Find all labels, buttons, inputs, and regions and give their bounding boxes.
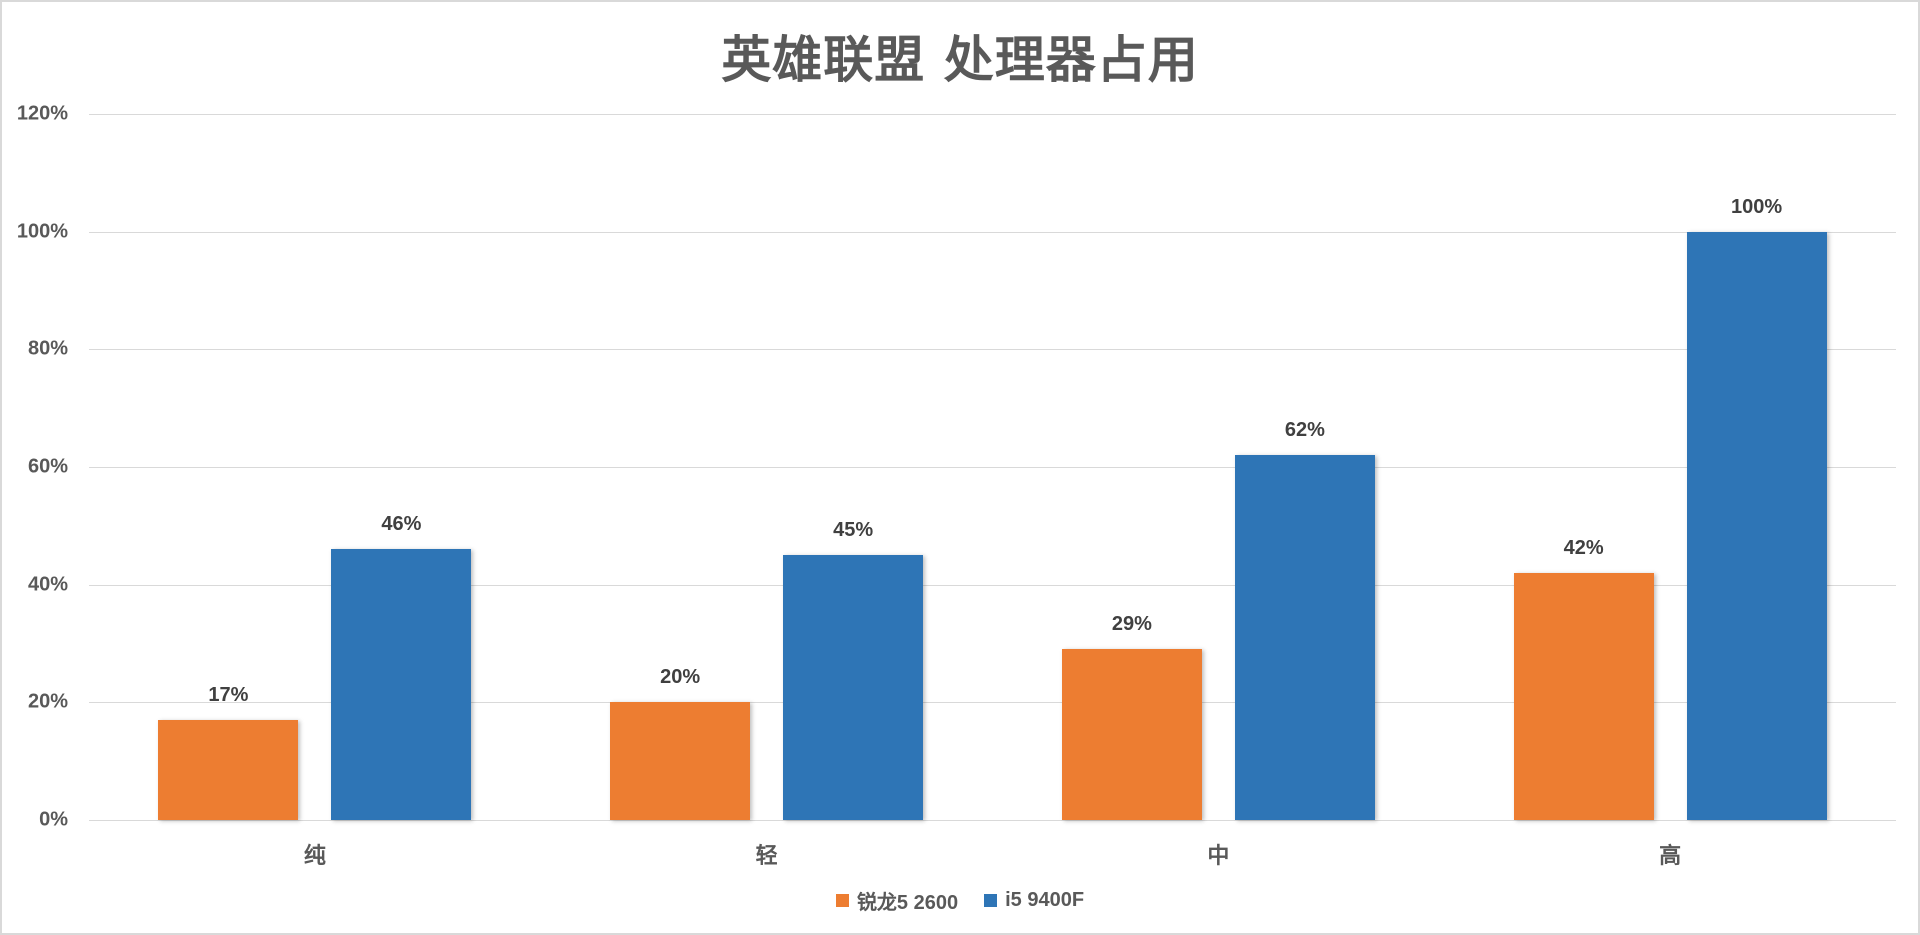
y-tick-label: 80%	[27, 337, 68, 360]
plot-area: 17% 46% 20% 45% 29% 62% 42% 100%	[89, 114, 1896, 821]
x-category-label: 高	[1659, 844, 1682, 869]
data-label: 29%	[1111, 613, 1152, 636]
gridline	[89, 114, 1896, 115]
y-tick-label: 100%	[16, 220, 68, 243]
data-label: 20%	[660, 666, 701, 689]
gridline	[89, 820, 1896, 821]
y-tick-label: 0%	[39, 808, 68, 831]
bar-intel	[1234, 455, 1375, 820]
legend-item-intel: i5 9400F	[984, 886, 1084, 915]
gridline	[89, 702, 1896, 704]
legend-label: 锐龙5 2600	[856, 892, 959, 914]
data-label: 46%	[381, 513, 422, 536]
x-category-label: 轻	[755, 844, 778, 869]
gridline	[89, 231, 1896, 233]
y-tick-label: 60%	[27, 455, 68, 478]
legend: 锐龙5 2600 i5 9400F	[0, 886, 1920, 915]
bar-intel	[331, 549, 472, 820]
gridline	[89, 349, 1896, 351]
y-tick-label: 20%	[27, 690, 68, 713]
legend-item-ryzen: 锐龙5 2600	[835, 886, 959, 915]
bar-ryzen	[1513, 572, 1654, 820]
data-label: 62%	[1284, 419, 1325, 442]
x-category-label: 纯	[303, 844, 326, 869]
legend-swatch-orange	[835, 894, 849, 907]
data-label: 42%	[1563, 536, 1604, 559]
legend-label: i5 9400F	[1005, 889, 1085, 911]
y-tick-label: 40%	[27, 573, 68, 596]
y-tick-label: 120%	[16, 102, 68, 125]
bar-ryzen	[610, 702, 751, 820]
data-label: 17%	[208, 683, 249, 706]
chart-title: 英雄联盟 处理器占用	[721, 31, 1199, 89]
data-label: 45%	[833, 519, 874, 542]
gridline	[89, 467, 1896, 468]
data-label: 100%	[1731, 195, 1783, 218]
gridline	[89, 584, 1896, 586]
legend-swatch-blue	[984, 894, 998, 907]
bar-ryzen	[158, 719, 299, 820]
bar-intel	[1686, 231, 1827, 820]
bar-ryzen	[1061, 649, 1202, 820]
x-category-label: 中	[1207, 844, 1230, 869]
bar-intel	[783, 555, 924, 820]
